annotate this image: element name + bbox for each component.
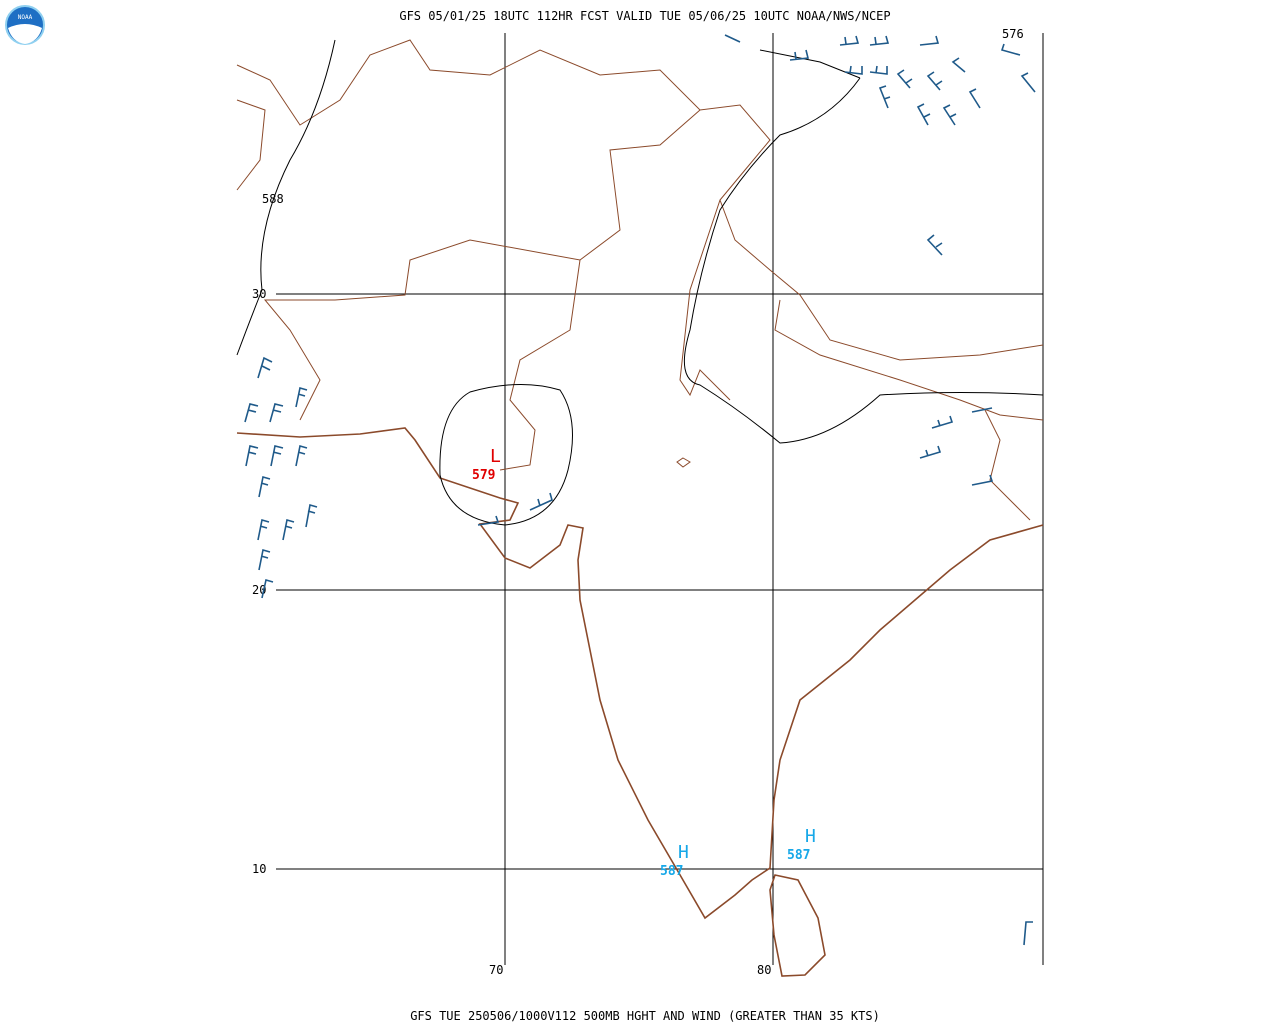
coastlines (236, 427, 1044, 977)
center-symbol: H (678, 842, 689, 863)
contour-label: 576 (1002, 27, 1024, 41)
lat-label: 10 (252, 862, 266, 876)
center-symbol: H (805, 826, 816, 847)
center-value: 587 (787, 848, 810, 863)
logo: NOAA (5, 5, 45, 45)
lat-label: 30 (252, 287, 266, 301)
map-footer: GFS TUE 250506/1000V112 500MB HGHT AND W… (410, 1009, 880, 1023)
wind-barbs (244, 34, 1036, 946)
height-contours (236, 39, 1044, 526)
logo-text: NOAA (18, 14, 33, 21)
center-value: 579 (472, 468, 495, 483)
contour-label: 588 (262, 192, 284, 206)
center-value: 587 (660, 864, 683, 879)
lon-label: 80 (757, 963, 771, 977)
borders (236, 39, 1044, 521)
map-title: GFS 05/01/25 18UTC 112HR FCST VALID TUE … (399, 9, 890, 23)
lon-label: 70 (489, 963, 503, 977)
graticule (276, 33, 1044, 965)
center-symbol: L (490, 446, 501, 467)
